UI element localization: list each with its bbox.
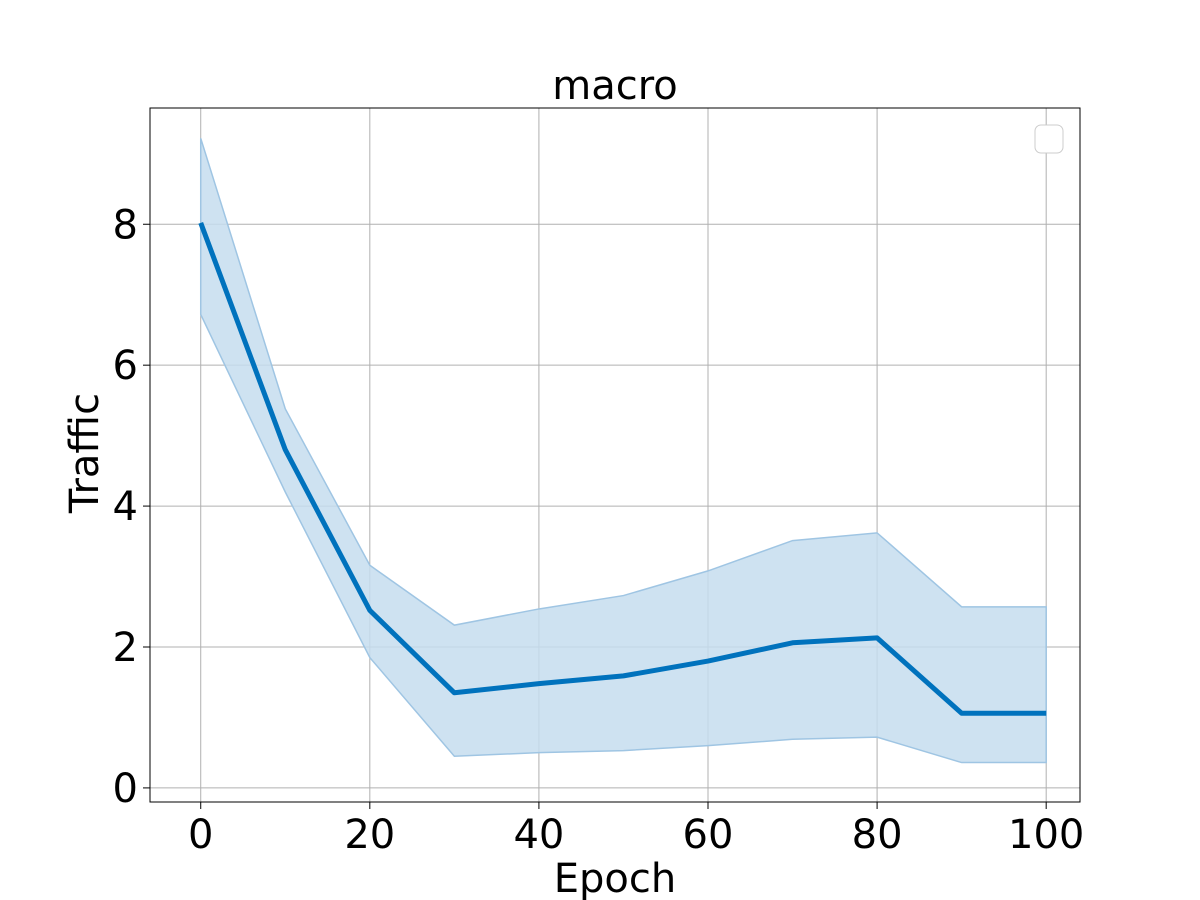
x-tick-label: 60	[683, 812, 734, 858]
y-axis-label: Traffic	[62, 393, 108, 514]
x-tick-label: 40	[513, 812, 564, 858]
plot-frame	[149, 107, 1081, 803]
x-axis-label: Epoch	[554, 856, 676, 900]
confidence-band	[199, 138, 1047, 764]
y-tick-label: 6	[113, 343, 138, 389]
x-tick-label: 80	[852, 812, 903, 858]
confidence-band-layer	[199, 138, 1047, 764]
grid	[150, 108, 1080, 802]
x-axis-ticks: 0 20 40 60 80 100	[188, 802, 1084, 858]
y-tick-label: 0	[113, 766, 138, 812]
series-line-layer	[198, 221, 1047, 716]
y-axis-ticks: 0 2 4 6 8	[113, 202, 150, 812]
legend-box	[1034, 124, 1064, 154]
y-tick-label: 4	[113, 484, 138, 530]
x-tick-label: 0	[188, 812, 213, 858]
x-tick-label: 100	[1008, 812, 1084, 858]
y-tick-label: 8	[113, 202, 138, 248]
x-tick-label: 20	[344, 812, 395, 858]
y-tick-label: 2	[113, 625, 138, 671]
chart-title: macro	[552, 63, 678, 109]
